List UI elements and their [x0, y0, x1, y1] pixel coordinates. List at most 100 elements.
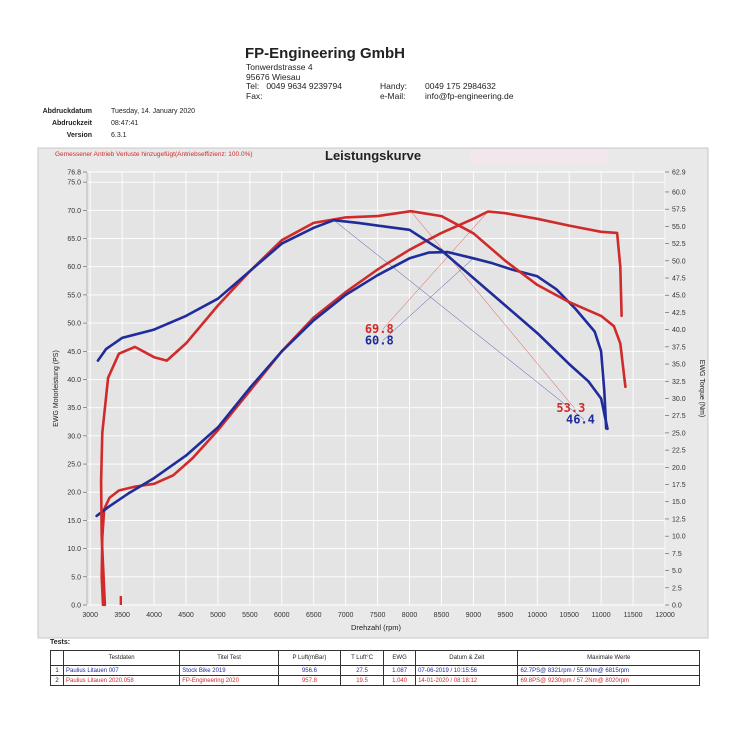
handy-label: Handy:	[380, 81, 407, 91]
x-tick-label: 5500	[242, 612, 258, 619]
y-tick-label-right: 7.5	[672, 551, 682, 558]
table-row: 1 Paulius Litauen 007 Stock Bike 2019 95…	[50, 665, 700, 676]
header-index	[50, 650, 64, 666]
x-tick-label: 7000	[338, 612, 354, 619]
y-tick-label-right: 17.5	[672, 482, 686, 489]
handy-number: 0049 175 2984632	[425, 81, 496, 91]
x-tick-label: 9500	[498, 612, 514, 619]
company-address: Tonwerdstrasse 4 95676 Wiesau Tel: 0049 …	[246, 62, 342, 101]
x-tick-label: 11000	[592, 612, 611, 619]
x-tick-label: 3000	[82, 612, 98, 619]
x-tick-label: 12000	[655, 612, 675, 619]
y-tick-label-left: 60.0	[67, 264, 81, 271]
header-datum: Datum & Zeit	[415, 650, 519, 666]
header-titel: Titel Test	[179, 650, 279, 666]
y-tick-label-right: 35.0	[672, 362, 686, 369]
x-tick-label: 6500	[306, 612, 322, 619]
y-tick-label-left: 30.0	[67, 433, 81, 440]
y-tick-label-right: 40.0	[672, 327, 686, 334]
cell-max: 62.7PS@ 8321rpm / 55.9Nm@ 6815rpm	[517, 665, 700, 676]
y-tick-label-right: 12.5	[672, 516, 686, 523]
chart-title: Leistungskurve	[325, 148, 422, 163]
tel-label: Tel:	[246, 81, 260, 92]
cell-datum: 14-01-2020 / 08:18:12	[415, 675, 519, 686]
cell-testdaten: Paulius Litauen 007	[62, 665, 181, 676]
y-tick-label-right: 27.5	[672, 413, 686, 420]
header-p-luft: P Luft(mBar)	[277, 650, 342, 666]
cell-t-luft: 19.5	[340, 675, 385, 686]
y-tick-label-left: 5.0	[71, 574, 81, 581]
tests-table: Testdaten Titel Test P Luft(mBar) T Luft…	[50, 650, 700, 686]
y-tick-label-right: 47.5	[672, 276, 686, 283]
annotation-label: 60.8	[365, 334, 394, 348]
print-time: 08:47:41	[111, 120, 139, 127]
company-name: FP-Engineering GmbH	[245, 45, 406, 62]
y-tick-label-right: 25.0	[672, 430, 686, 437]
power-chart: 3000 3500 4000 4500 5000 5500 6000 6500 7000 7500…	[37, 147, 709, 639]
tests-header-row: Testdaten Titel Test P Luft(mBar) T Luft…	[50, 650, 700, 666]
cell-titel: FP-Engineering 2020	[179, 675, 279, 686]
contact-labels: Handy: e-Mail:	[380, 81, 407, 101]
y-tick-label-right: 30.0	[672, 396, 686, 403]
y-tick-label-right: 62.9	[672, 170, 686, 177]
y-tick-label-left: 0.0	[71, 603, 81, 610]
annotation-leader	[382, 258, 474, 341]
print-time-label: Abdruckzeit	[51, 120, 92, 127]
x-tick-label: 8500	[434, 612, 450, 619]
y-tick-label-left: 76.8	[67, 170, 81, 177]
annotation-leader	[410, 211, 575, 409]
x-axis-label: Drehzahl (rpm)	[351, 623, 402, 632]
cell-p-luft: 957.8	[277, 675, 342, 686]
y-tick-label-left: 65.0	[67, 236, 81, 243]
x-tick-label: 8000	[402, 612, 418, 619]
annotation-leader	[333, 219, 585, 420]
x-tick-label: 11500	[624, 612, 643, 619]
title-box	[470, 150, 608, 164]
y-tick-label-right: 32.5	[672, 379, 686, 386]
plot-area	[86, 171, 666, 606]
y-tick-label-left: 40.0	[67, 377, 81, 384]
y-tick-label-right: 2.5	[672, 585, 682, 592]
email-address: info@fp-engineering.de	[425, 90, 514, 101]
print-date-label: Abdruckdatum	[42, 108, 92, 115]
cell-p-luft: 956.6	[277, 665, 342, 676]
cell-ewg: 1.087	[383, 665, 417, 676]
y-tick-label-left: 50.0	[67, 321, 81, 328]
x-tick-label: 3500	[114, 612, 130, 619]
y-tick-label-left: 10.0	[67, 546, 81, 553]
x-tick-label: 4500	[178, 612, 194, 619]
cell-ewg: 1.040	[383, 675, 417, 686]
y-tick-label-left: 70.0	[67, 208, 81, 215]
y-tick-label-right: 60.0	[672, 189, 686, 196]
series-line-1	[100, 210, 623, 607]
x-tick-label: 7500	[370, 612, 386, 619]
series-line-3	[99, 209, 627, 607]
cell-titel: Stock Bike 2019	[179, 665, 279, 676]
y-axis-label-left: EWG Motorleistung (PS)	[53, 350, 60, 427]
y-tick-label-right: 50.0	[672, 258, 686, 265]
y-tick-label-right: 0.0	[672, 603, 682, 610]
y-tick-label-right: 57.5	[672, 207, 686, 214]
y-tick-label-right: 20.0	[672, 465, 686, 472]
header-max: Maximale Werte	[517, 650, 700, 666]
y-tick-label-right: 52.5	[672, 241, 686, 248]
annotation-label: 46.4	[566, 412, 595, 426]
annotation-label: 53.3	[556, 401, 585, 415]
tel-line: Tel: 0049 9634 9239794	[246, 81, 342, 92]
annotation-label: 69.8	[365, 322, 394, 336]
y-tick-label-right: 55.0	[672, 224, 686, 231]
y-tick-label-left: 45.0	[67, 349, 81, 356]
city: 95676 Wiesau	[246, 71, 301, 82]
version: 6.3.1	[111, 132, 127, 139]
street: Tonwerdstrasse 4	[246, 62, 313, 72]
drive-loss-notice: Gemessener Antrieb Verluste hinzugefügt(…	[55, 151, 253, 158]
tests-label: Tests:	[50, 639, 71, 646]
cell-testdaten: Paulius Litauen 2020.058	[62, 675, 181, 686]
y-tick-label-right: 15.0	[672, 499, 686, 506]
print-date: Tuesday, 14. January 2020	[111, 108, 196, 115]
email-label: e-Mail:	[380, 90, 406, 101]
y-tick-label-left: 75.0	[67, 180, 81, 187]
y-tick-label-left: 15.0	[67, 518, 81, 525]
series-line-4	[96, 218, 609, 431]
tel-number: 0049 9634 9239794	[266, 81, 342, 92]
